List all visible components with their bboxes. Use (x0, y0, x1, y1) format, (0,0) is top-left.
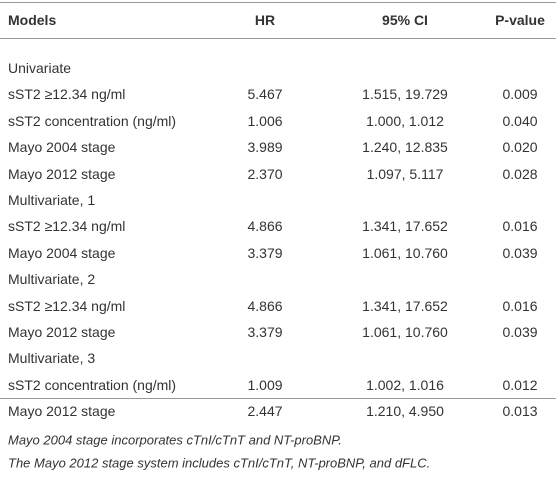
header-cell: 95% CI (382, 12, 428, 28)
table-cell: 3.989 (247, 139, 283, 156)
table-cell: 1.210, 4.950 (366, 403, 444, 420)
table-cell: 0.009 (502, 86, 538, 103)
group-label: Multivariate, 3 (8, 350, 96, 367)
table-cell: 0.020 (502, 139, 538, 156)
header-cell: Models (8, 12, 57, 28)
table-cell: 3.379 (247, 244, 283, 261)
table-cell: 1.240, 12.835 (362, 139, 448, 156)
table-cell: 1.002, 1.016 (366, 376, 444, 393)
table-cell: 1.061, 10.760 (362, 324, 448, 340)
footnote: The Mayo 2012 stage system includes cTnI… (8, 455, 431, 471)
table-cell: Mayo 2012 stage (8, 165, 116, 182)
table-cell: 4.866 (247, 297, 283, 314)
table-cell: 1.341, 17.652 (362, 297, 448, 314)
table-cell: Mayo 2004 stage (8, 139, 116, 156)
header-cell: P-value (495, 12, 545, 28)
table-cell: 0.016 (502, 297, 538, 314)
table-cell: sST2 ≥12.34 ng/ml (8, 86, 126, 103)
header-cell: HR (254, 12, 276, 28)
table-cell: 0.028 (502, 165, 538, 182)
table-cell: 1.006 (247, 112, 283, 129)
table-cell: sST2 concentration (ng/ml) (8, 376, 177, 393)
table-cell: 0.012 (502, 376, 538, 393)
table-cell: 4.866 (247, 218, 283, 235)
table-cell: 0.040 (502, 112, 538, 129)
table-cell: 1.000, 1.012 (366, 112, 444, 129)
table-cell: 0.039 (502, 244, 538, 261)
table-cell: sST2 ≥12.34 ng/ml (8, 218, 126, 235)
footnote: Mayo 2004 stage incorporates cTnI/cTnT a… (8, 432, 342, 448)
top-rule (0, 2, 556, 3)
table-cell: 1.341, 17.652 (362, 218, 448, 235)
bottom-rule (0, 398, 556, 399)
table-cell: Mayo 2012 stage (8, 403, 116, 420)
table-cell: 5.467 (247, 86, 283, 103)
table-cell: 1.515, 19.729 (362, 86, 448, 103)
table-cell: 3.379 (247, 324, 283, 340)
table-cell: 0.013 (502, 403, 538, 420)
table-cell: 0.016 (502, 218, 538, 235)
table-cell: sST2 ≥12.34 ng/ml (8, 297, 126, 314)
table-cell: 1.061, 10.760 (362, 244, 448, 261)
table-cell: 2.447 (247, 403, 283, 420)
table-cell: Mayo 2004 stage (8, 244, 116, 261)
group-label: Multivariate, 1 (8, 192, 96, 208)
table-cell: 1.097, 5.117 (366, 165, 444, 182)
table-cell: 0.039 (502, 324, 538, 340)
group-label: Univariate (8, 60, 72, 76)
table-cell: 2.370 (247, 165, 283, 182)
header-rule (0, 38, 556, 39)
table-cell: sST2 concentration (ng/ml) (8, 112, 177, 129)
group-label: Multivariate, 2 (8, 271, 96, 288)
table-cell: Mayo 2012 stage (8, 324, 116, 340)
table-cell: 1.009 (247, 376, 283, 393)
